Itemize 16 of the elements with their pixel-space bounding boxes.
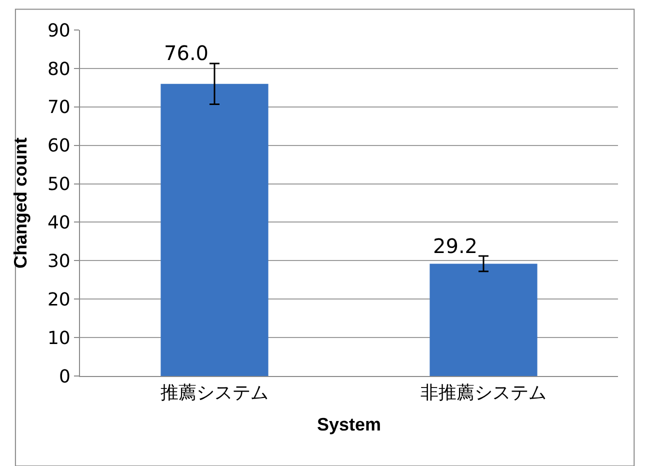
y-tick-label: 90 (47, 20, 70, 42)
y-tick-label: 40 (47, 212, 70, 234)
y-tick-label: 50 (47, 174, 70, 196)
y-tick-label: 0 (58, 366, 70, 388)
text: 29.2 (433, 234, 478, 258)
y-tick-label: 70 (47, 97, 70, 118)
x-tick-label: 推薦システム (160, 382, 268, 404)
y-tick-label: 10 (47, 328, 70, 349)
y-tick-label: 20 (47, 289, 70, 310)
y-tick-label: 80 (47, 58, 70, 80)
x-tick-label: 非推薦システム (420, 382, 546, 404)
y-axis-title: Changed count (10, 138, 31, 268)
y-tick-label: 30 (47, 250, 70, 272)
x-axis-title: System (316, 414, 382, 435)
y-tick-label: 60 (47, 136, 70, 157)
text: 76.0 (164, 41, 209, 65)
